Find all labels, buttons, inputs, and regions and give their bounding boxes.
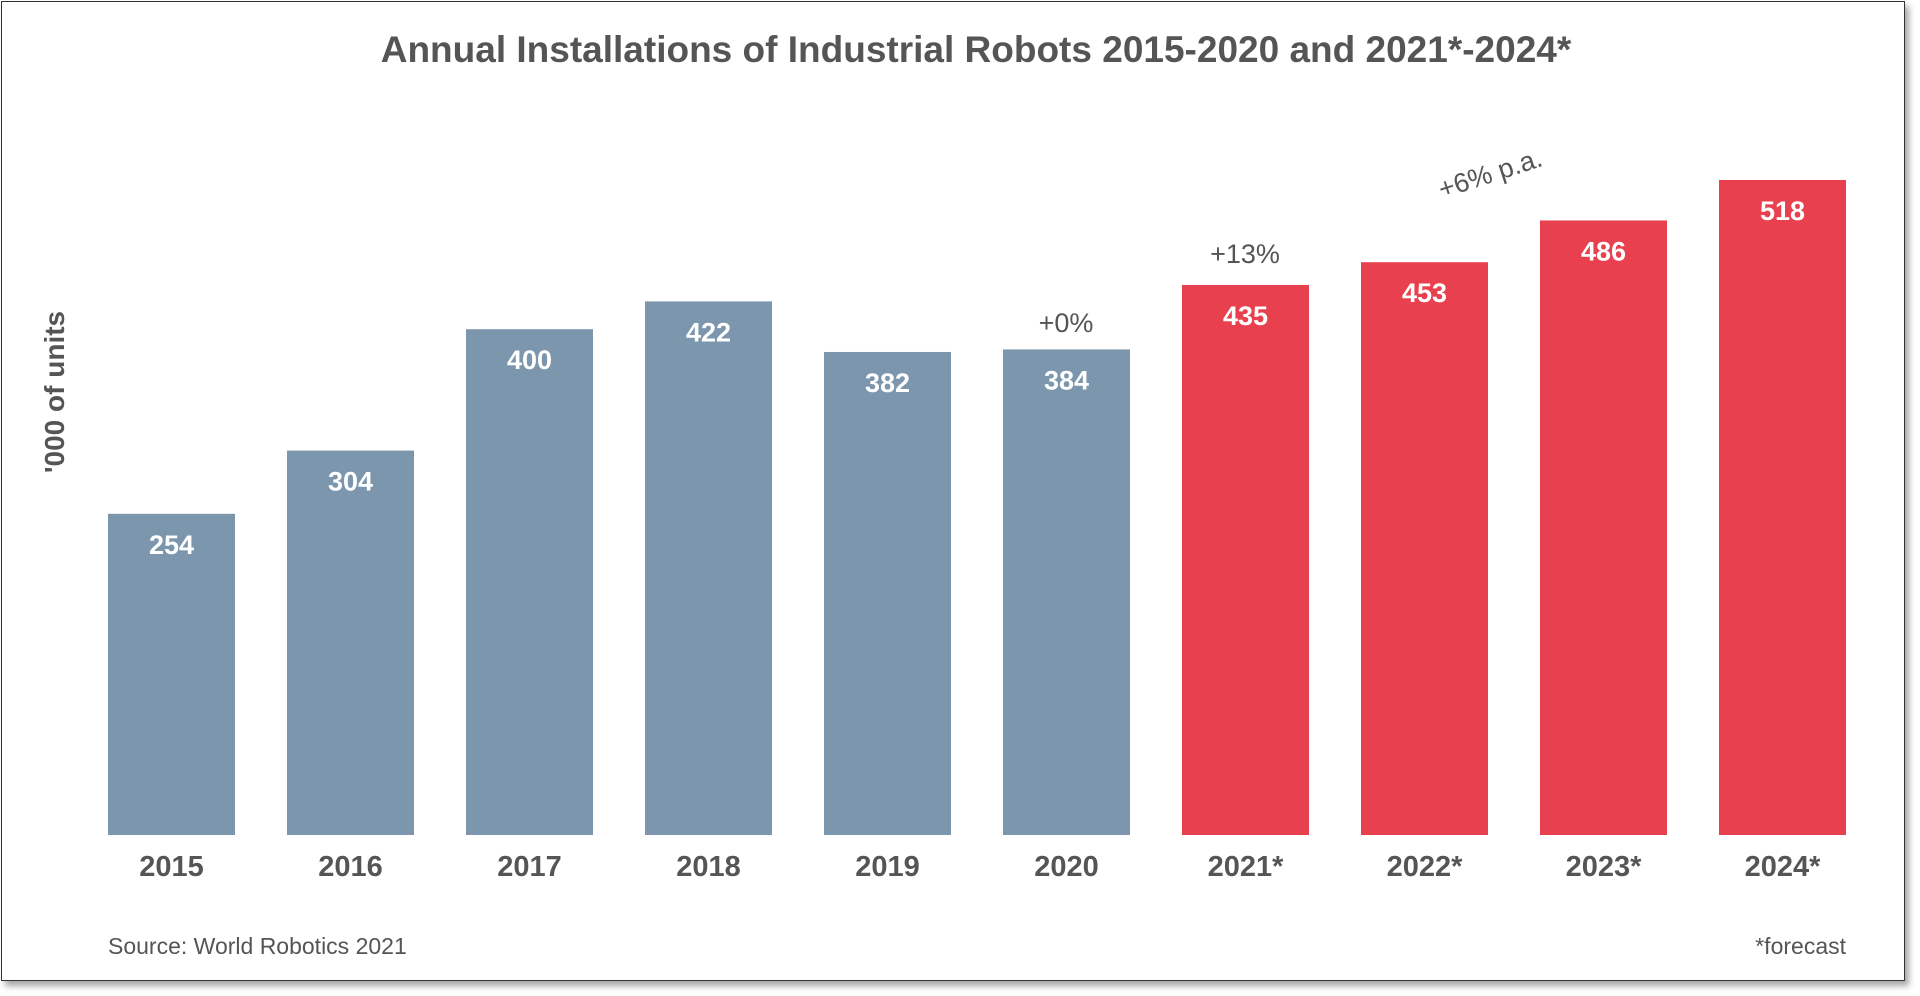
annotation-zero: +0%: [1039, 308, 1094, 338]
x-tick-label: 2021*: [1208, 851, 1285, 883]
x-tick-label: 2018: [676, 851, 741, 883]
x-tick-label: 2024*: [1745, 851, 1822, 883]
x-tick-label: 2015: [139, 851, 204, 883]
x-tick-label: 2019: [855, 851, 920, 883]
data-label: 254: [149, 530, 194, 560]
bar-2017: [466, 329, 593, 835]
chart-title: Annual Installations of Industrial Robot…: [381, 29, 1572, 70]
annotation-13: +13%: [1210, 239, 1280, 269]
bar-2018: [645, 301, 772, 835]
bar-2015: [108, 513, 235, 835]
x-tick-label: 2020: [1034, 851, 1099, 883]
bar-2021: [1182, 284, 1309, 835]
x-tick-label: 2016: [318, 851, 383, 883]
forecast-note: *forecast: [1755, 933, 1846, 959]
data-label: 518: [1760, 196, 1805, 226]
bar-2022: [1361, 262, 1488, 835]
data-label: 382: [865, 368, 910, 398]
bar-2016: [287, 450, 414, 835]
x-tick-label: 2023*: [1566, 851, 1643, 883]
data-label: 304: [328, 467, 373, 497]
bar-2019: [824, 351, 951, 835]
y-axis-label: '000 of units: [39, 311, 70, 473]
x-tick-label: 2017: [497, 851, 562, 883]
data-label: 384: [1044, 365, 1089, 395]
bar-2024: [1719, 180, 1846, 835]
data-label: 422: [686, 317, 731, 347]
bar-2023: [1540, 220, 1667, 835]
x-tick-label: 2022*: [1387, 851, 1464, 883]
data-label: 435: [1223, 301, 1268, 331]
bar-2020: [1003, 349, 1130, 835]
data-label: 400: [507, 345, 552, 375]
source-note: Source: World Robotics 2021: [108, 933, 407, 959]
annotation-6pa: +6% p.a.: [1435, 143, 1546, 205]
data-label: 453: [1402, 278, 1447, 308]
data-label: 486: [1581, 236, 1626, 266]
